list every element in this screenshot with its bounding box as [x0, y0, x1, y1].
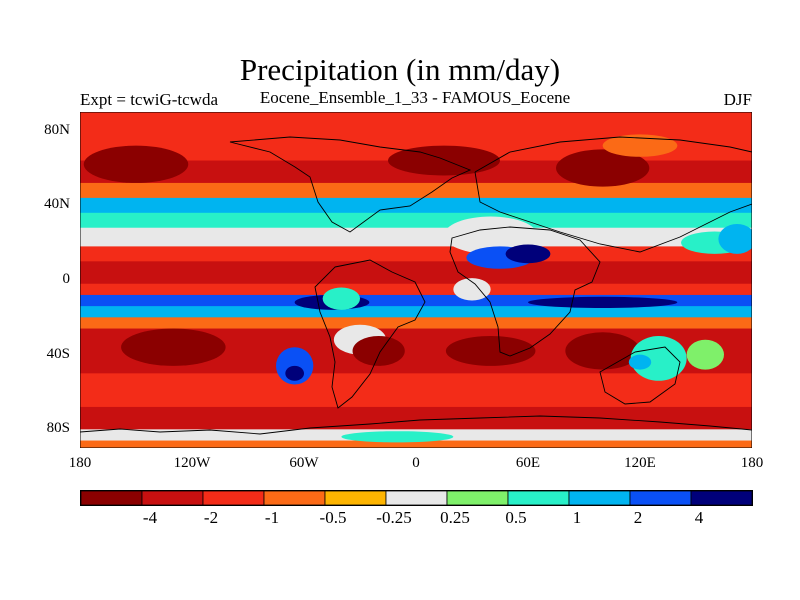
coastline-antarctica — [80, 415, 752, 435]
anomaly-region-11 — [276, 347, 314, 385]
anomaly-region-12 — [285, 365, 304, 381]
ensemble-label: Eocene_Ensemble_1_33 - FAMOUS_Eocene — [259, 88, 571, 107]
colorbar-swatch-5 — [385, 491, 448, 505]
lat-band-5 — [80, 212, 752, 229]
anomaly-region-14 — [121, 328, 226, 366]
colorbar-swatch-0 — [81, 491, 143, 505]
lat-label-40n: 40N — [44, 196, 70, 213]
colorbar-swatch-3 — [263, 491, 326, 505]
lon-label-180w: 180 — [68, 455, 92, 471]
map-svg — [80, 112, 752, 448]
colorbar-swatch-2 — [202, 491, 265, 505]
colorbar-swatch-6 — [446, 491, 509, 505]
anomaly-region-0 — [83, 145, 189, 183]
lon-label-180e: 180 — [740, 455, 764, 471]
colorbar-swatch-7 — [507, 491, 570, 505]
coastline-south-america — [314, 259, 426, 409]
coastline-north-america — [229, 136, 472, 233]
lat-label-80s: 80S — [46, 420, 70, 437]
coastlines — [80, 136, 752, 435]
colorbar-label-5: 0.25 — [440, 508, 470, 527]
lat-band-11 — [80, 306, 752, 318]
anomaly-regions — [83, 134, 752, 443]
colorbar-label-8: 2 — [633, 508, 643, 527]
anomaly-region-1 — [388, 145, 500, 176]
lat-label-40s: 40S — [46, 345, 70, 362]
lat-band-7 — [80, 246, 752, 262]
coastline-africa — [449, 226, 601, 357]
lon-label-120w: 120W — [173, 455, 211, 471]
colorbar-label-7: 1 — [572, 508, 582, 527]
colorbar-swatch-8 — [568, 491, 631, 505]
lon-label-120e: 120E — [624, 455, 656, 471]
anomaly-region-19 — [628, 354, 652, 370]
lat-band-17 — [80, 440, 752, 448]
colorbar-label-0: -4 — [142, 508, 158, 527]
anomaly-region-23 — [341, 431, 454, 443]
lat-label-0: 0 — [62, 271, 71, 287]
anomaly-region-18 — [630, 336, 687, 381]
lat-band-15 — [80, 406, 752, 430]
anomaly-region-2 — [556, 149, 650, 187]
lon-label-60w: 60W — [289, 455, 319, 471]
anomaly-region-21 — [322, 287, 360, 310]
lon-label-0: 0 — [412, 455, 420, 471]
colorbar-label-3: -0.5 — [319, 508, 347, 527]
colorbar-swatch-10 — [690, 491, 752, 505]
anomaly-region-10 — [528, 296, 678, 308]
lat-band-0 — [80, 112, 752, 120]
colorbar-label-2: -1 — [264, 508, 280, 527]
colorbar-label-6: 0.5 — [505, 508, 527, 527]
anomaly-region-17 — [565, 332, 640, 370]
precipitation-map — [80, 112, 752, 448]
anomaly-region-3 — [602, 134, 678, 157]
map-title: Precipitation (in mm/day) — [239, 52, 561, 87]
lat-band-9 — [80, 283, 752, 296]
anomaly-region-16 — [445, 336, 536, 366]
anomaly-region-4 — [444, 216, 538, 254]
colorbar-label-1: -2 — [203, 508, 219, 527]
coastline-eurasia — [474, 136, 752, 253]
lon-label-60e: 60E — [515, 455, 541, 471]
colorbar-label-4: -0.25 — [376, 508, 412, 527]
colorbar-label-9: 4 — [694, 508, 704, 527]
lat-band-6 — [80, 227, 752, 247]
lat-band-14 — [80, 373, 752, 408]
colorbar — [80, 490, 753, 506]
lat-band-4 — [80, 197, 752, 214]
lat-band-8 — [80, 261, 752, 285]
season-label: DJF — [723, 90, 752, 109]
anomaly-region-8 — [718, 224, 752, 254]
experiment-label: Expt = tcwiG-tcwda — [80, 90, 218, 109]
anomaly-region-22 — [453, 278, 491, 301]
lat-band-12 — [80, 317, 752, 330]
colorbar-swatch-4 — [324, 491, 387, 505]
colorbar-swatch-9 — [629, 491, 692, 505]
lat-band-10 — [80, 294, 752, 307]
coastline-australia — [599, 346, 681, 405]
colorbar-svg — [81, 491, 752, 505]
colorbar-swatch-1 — [141, 491, 204, 505]
anomaly-region-20 — [686, 339, 724, 370]
anomaly-region-6 — [505, 244, 551, 264]
lat-label-80n: 80N — [44, 121, 70, 138]
anomaly-region-15 — [352, 336, 405, 366]
lat-band-3 — [80, 182, 752, 199]
